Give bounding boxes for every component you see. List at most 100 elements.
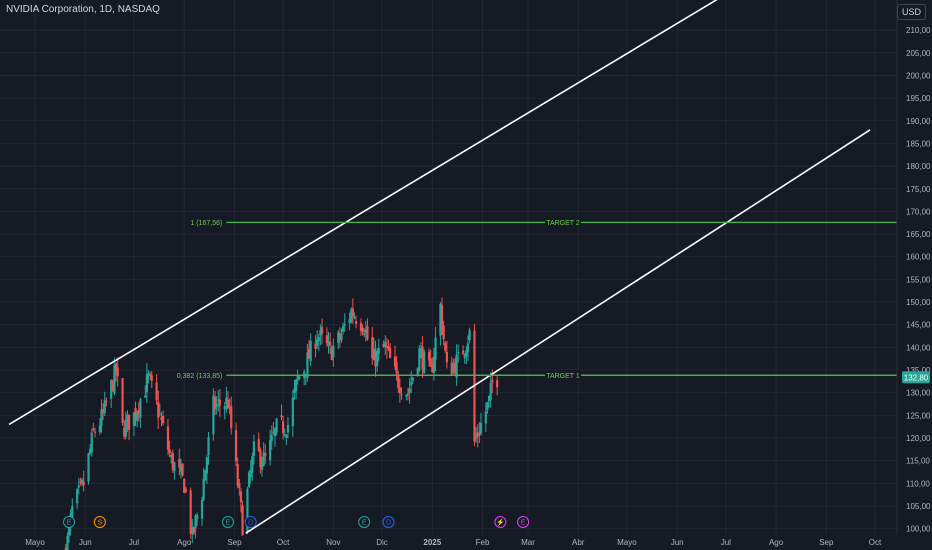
candle-body: [400, 394, 403, 396]
candle-body: [423, 351, 426, 374]
grid: [0, 0, 897, 535]
candle-body: [342, 325, 345, 332]
candle-body: [429, 358, 432, 367]
price-tick-label: 210,00: [906, 26, 931, 35]
candle-body: [444, 342, 447, 351]
candle-body: [478, 432, 481, 435]
candle-body: [137, 410, 140, 414]
candle-body: [225, 397, 228, 404]
candle-body: [431, 365, 434, 372]
price-tick-label: 145,00: [906, 321, 931, 330]
price-tick-label: 125,00: [906, 411, 931, 420]
candle-body: [110, 380, 113, 399]
price-tick-label: 130,00: [906, 389, 931, 398]
time-tick-label: Sep: [819, 538, 834, 547]
candle-body: [338, 333, 341, 340]
candle-body: [275, 418, 278, 433]
candle-body: [223, 405, 226, 410]
candle-body: [317, 336, 320, 342]
event-marker: [63, 516, 76, 528]
candle-body: [236, 464, 239, 486]
candle-body: [374, 350, 377, 367]
price-tick-label: 185,00: [906, 139, 931, 148]
currency-button[interactable]: USD: [896, 4, 926, 20]
candle-body: [476, 432, 479, 437]
candle-body: [192, 527, 196, 533]
candle-body: [191, 526, 194, 535]
candle-body: [309, 340, 312, 362]
candle-body: [455, 354, 458, 378]
symbol-title[interactable]: NVIDIA Corporation, 1D, NASDAQ: [6, 4, 160, 15]
time-tick-label: Oct: [277, 538, 290, 547]
candle-body: [98, 425, 101, 433]
candle-body: [269, 440, 272, 460]
candle-body: [181, 463, 184, 476]
candle-body: [168, 449, 171, 454]
channel-lines[interactable]: [8, 0, 871, 534]
candle-body: [202, 478, 205, 501]
event-marker: [358, 516, 371, 528]
candle-body: [329, 341, 332, 345]
time-tick-label: Mar: [521, 538, 535, 547]
candle-body: [296, 375, 299, 381]
candle-body: [149, 374, 152, 376]
time-tick-label: Mayo: [617, 538, 637, 547]
candle-body: [410, 381, 413, 386]
candle-body: [196, 514, 199, 520]
candle-body: [418, 348, 421, 371]
candle-body: [264, 453, 267, 457]
candle-body: [306, 352, 309, 379]
target-1-label: TARGET 1: [546, 373, 580, 380]
candle-body: [246, 488, 249, 532]
candle-body: [259, 449, 262, 468]
candle-body: [285, 435, 288, 438]
candle-body: [397, 375, 400, 388]
candle-body: [286, 425, 290, 433]
candle-body: [452, 363, 455, 372]
candle-body: [450, 362, 453, 375]
candle-body: [123, 427, 126, 437]
target-levels[interactable]: 1 (167,56) TARGET 2 0,382 (133,85) TARGET 1: [177, 217, 897, 381]
event-marker-label: E: [67, 520, 72, 527]
candle-body: [434, 337, 437, 360]
price-tick-label: 155,00: [906, 275, 931, 284]
candle-body: [385, 346, 388, 348]
candle-body: [421, 346, 424, 370]
candle-body: [239, 491, 243, 502]
candle-body: [293, 388, 296, 394]
candle-body: [439, 303, 442, 336]
event-markers[interactable]: E S E D E D ⚡ E: [63, 516, 530, 528]
event-marker: [494, 516, 507, 528]
candle-body: [92, 428, 95, 430]
candle-body: [124, 419, 127, 437]
price-tick-label: 200,00: [906, 71, 931, 80]
candle-body: [204, 469, 207, 481]
candle-body: [90, 432, 93, 453]
price-tick-label: 170,00: [906, 207, 931, 216]
candle-body: [283, 433, 286, 435]
candle-body: [474, 436, 478, 439]
candle-body: [389, 348, 392, 359]
candle-body: [158, 414, 161, 416]
candle-body: [150, 375, 153, 381]
candle-body: [132, 412, 136, 427]
candle-body: [89, 448, 92, 454]
candle-body: [489, 383, 492, 401]
candle-body: [166, 426, 170, 450]
price-axis[interactable]: 100,00 105,00 110,00 115,00 120,00 125,00 130,…: [906, 26, 931, 534]
time-axis[interactable]: Mayo Jun Jul Ago Sep Oct Nov Dic 2025 Feb Mar Abr Ma…: [25, 538, 882, 547]
candle-body: [325, 335, 328, 344]
time-tick-label: Feb: [476, 538, 490, 547]
candle-body: [496, 380, 499, 388]
candle-body: [363, 333, 366, 335]
candle-body: [294, 379, 298, 392]
candle-body: [395, 362, 398, 374]
candle-body: [343, 324, 346, 326]
candle-body: [66, 535, 69, 550]
event-marker: [221, 516, 234, 528]
candle-body: [212, 395, 215, 435]
candle-body: [170, 455, 173, 458]
time-tick-label: Jun: [671, 538, 684, 547]
